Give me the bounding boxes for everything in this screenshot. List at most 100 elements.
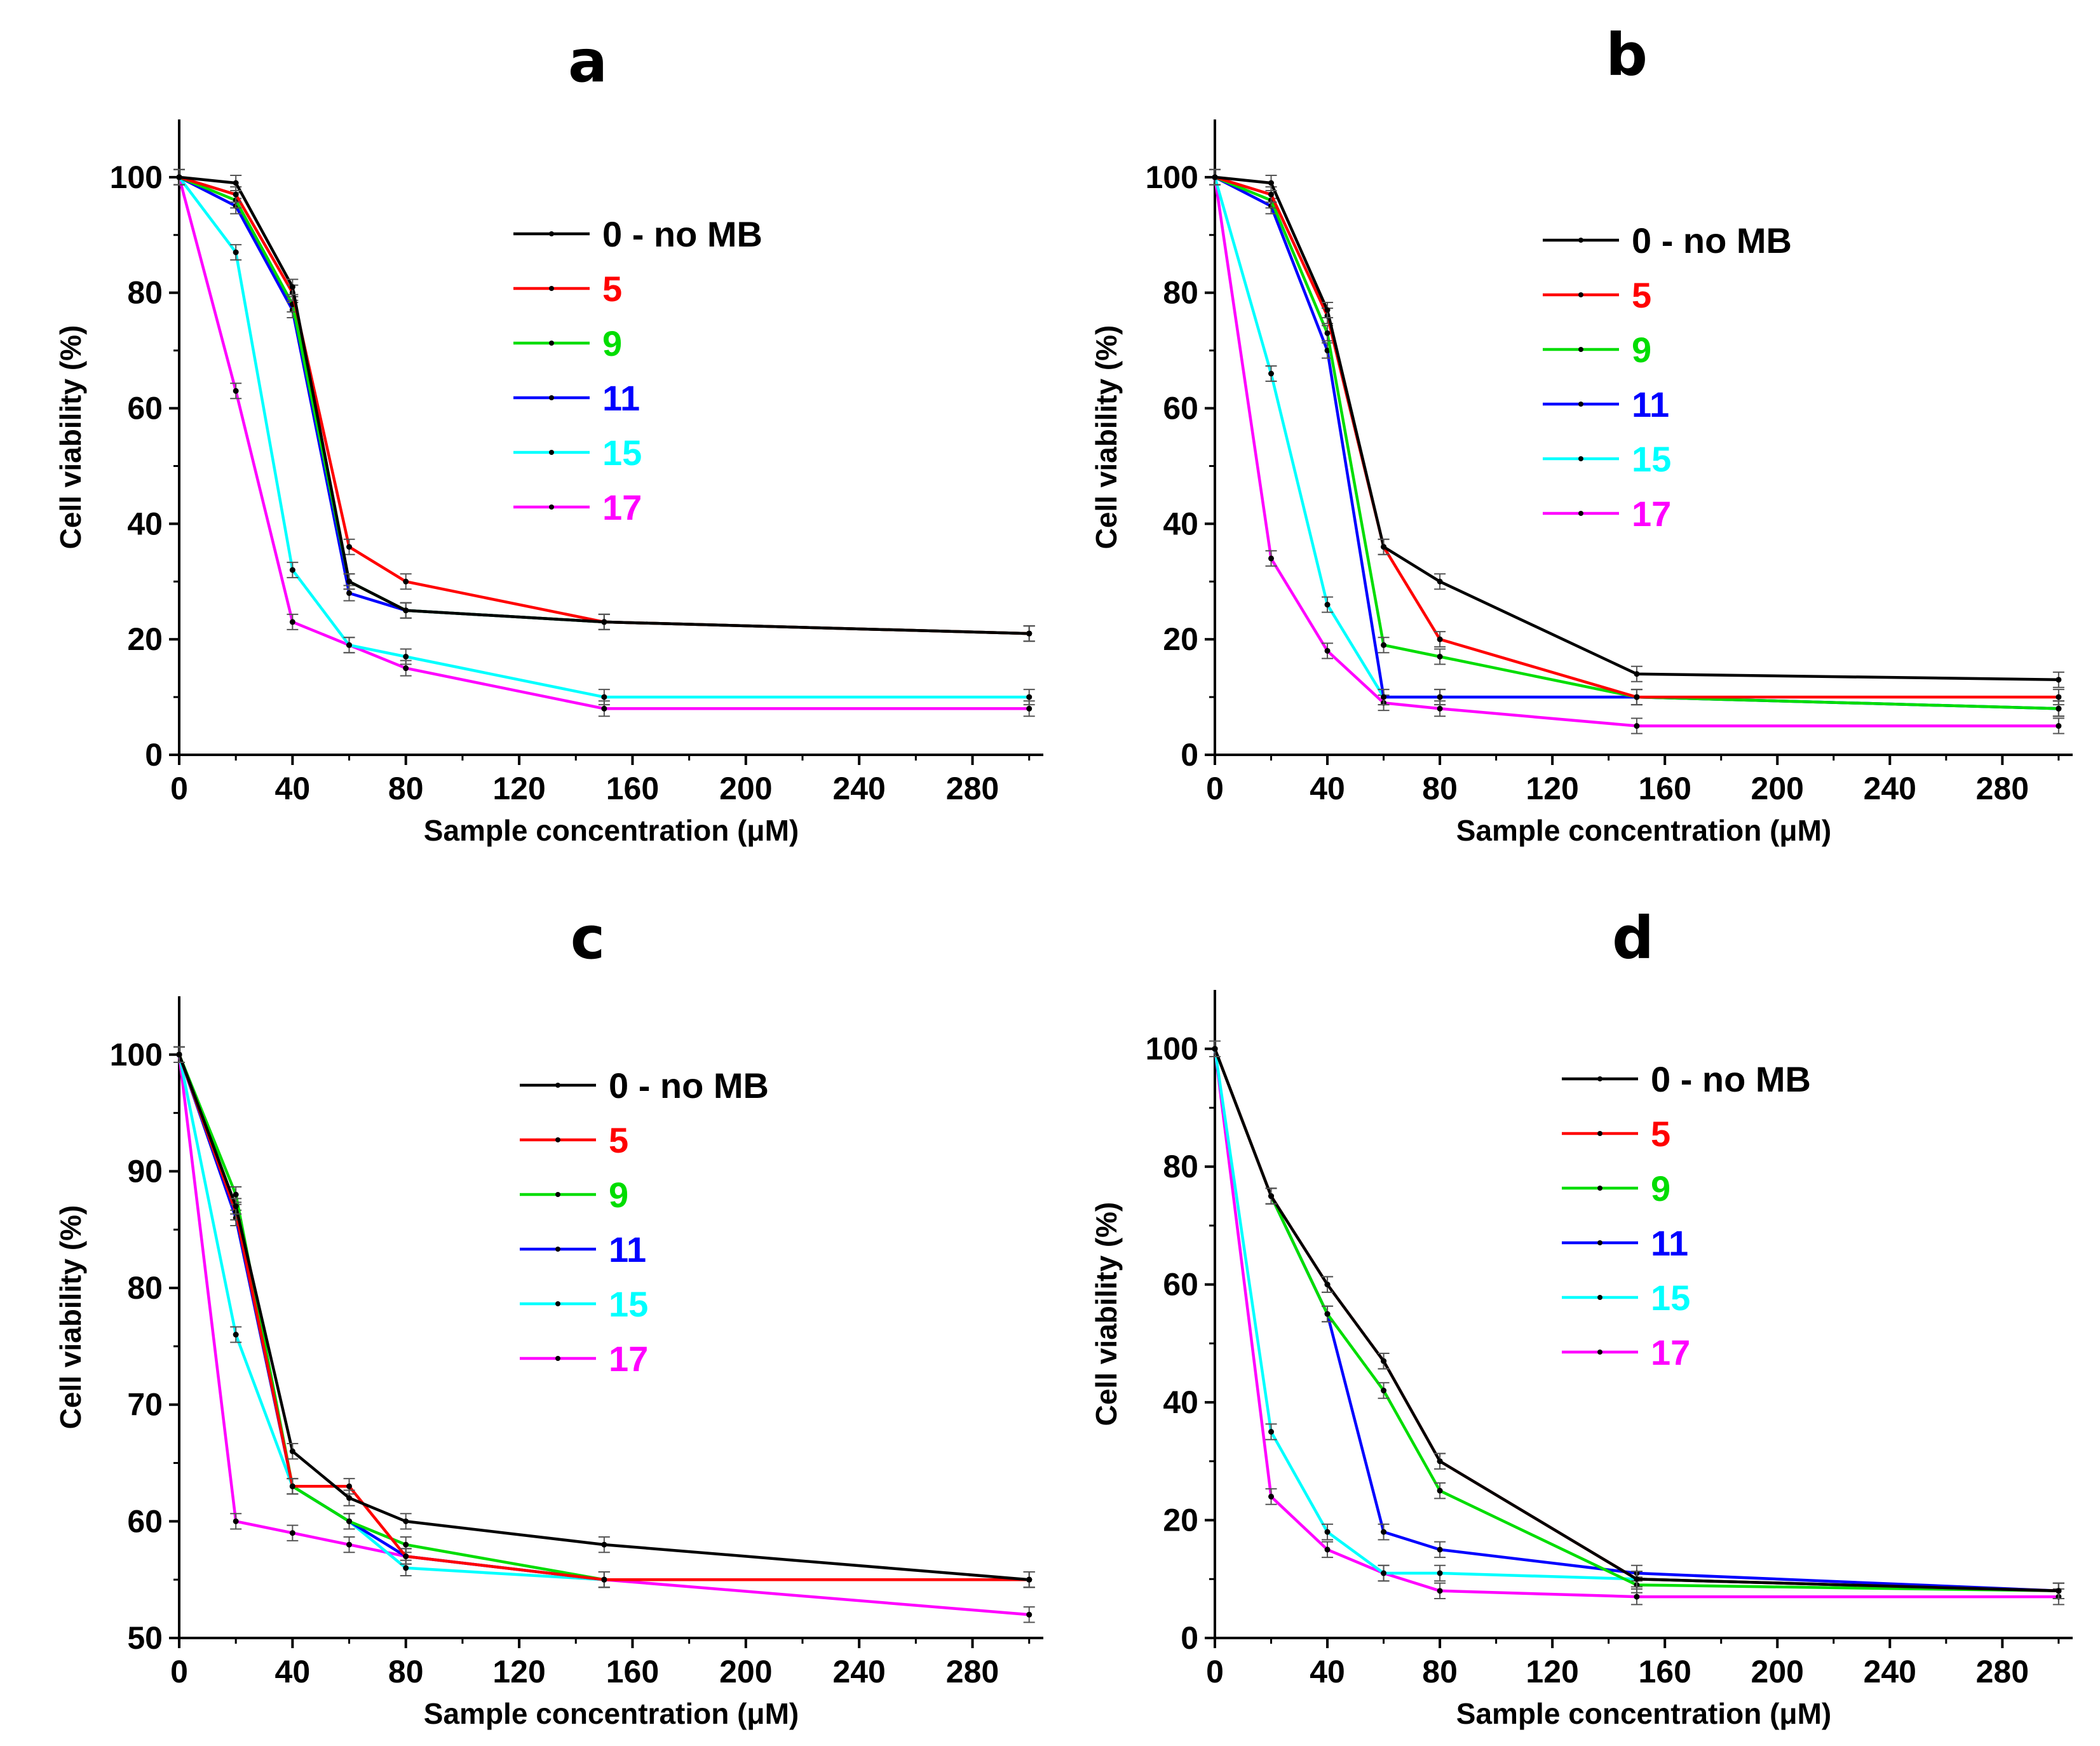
legend-marker <box>555 1356 560 1361</box>
legend-marker <box>1578 347 1583 352</box>
data-point <box>1026 1576 1033 1583</box>
data-point <box>1634 723 1640 729</box>
data-point <box>233 180 239 186</box>
data-point <box>601 1541 607 1548</box>
data-point <box>346 1495 353 1501</box>
data-point <box>1381 544 1387 550</box>
data-point <box>289 567 295 573</box>
data-point <box>1324 647 1331 654</box>
data-point <box>1324 330 1331 336</box>
data-point <box>601 1576 607 1583</box>
data-point <box>1268 1193 1275 1200</box>
legend-label: 5 <box>602 269 622 309</box>
x-tick-label: 160 <box>606 1654 659 1689</box>
data-point <box>1381 1529 1387 1535</box>
chart-panel-b: b 0 20 40 60 80 100 0 40 80 120 160 200 240 280 Sample … <box>1090 21 2073 847</box>
x-tick-label: 120 <box>1526 1654 1578 1689</box>
legend-marker <box>555 1137 560 1142</box>
data-point <box>2056 1588 2062 1594</box>
panel-title: c <box>571 904 606 972</box>
data-point <box>1437 1458 1443 1465</box>
data-point <box>1268 555 1275 562</box>
legend-label: 9 <box>609 1175 628 1215</box>
panel-title: b <box>1606 21 1648 89</box>
data-point <box>601 694 607 700</box>
legend-label: 9 <box>1632 330 1651 370</box>
data-point <box>403 1553 409 1559</box>
data-point <box>1268 1493 1275 1499</box>
y-tick-label: 80 <box>127 275 163 311</box>
y-tick-label: 50 <box>127 1620 163 1656</box>
x-tick-label: 200 <box>719 1654 772 1689</box>
series-5 <box>173 1046 1035 1588</box>
chart-panel-d: d 0 20 40 60 80 100 0 40 80 120 160 200 240 280 Sample … <box>1090 904 2073 1730</box>
y-tick-label: 60 <box>127 391 163 426</box>
data-point <box>1381 1358 1387 1364</box>
legend-label: 5 <box>1651 1114 1670 1154</box>
data-point <box>233 388 239 394</box>
legend-marker <box>549 286 554 291</box>
legend-label: 17 <box>1632 494 1671 534</box>
legend-label: 15 <box>1632 439 1671 479</box>
legend-marker <box>1578 402 1583 407</box>
legend-label: 9 <box>1651 1168 1670 1208</box>
series-5 <box>1209 1040 2064 1600</box>
data-point <box>289 619 295 625</box>
data-point <box>1437 636 1443 642</box>
data-point <box>1437 1546 1443 1553</box>
legend: 0 - no MB 5 9 11 15 17 <box>1543 220 1792 534</box>
x-tick-label: 280 <box>1976 1654 2029 1689</box>
x-tick-label: 120 <box>492 1654 545 1689</box>
x-tick-label: 160 <box>606 771 659 806</box>
x-tick-label: 240 <box>832 1654 885 1689</box>
y-axis-label: Cell viability (%) <box>1090 1202 1123 1426</box>
data-point <box>346 1518 353 1524</box>
x-tick-label: 160 <box>1638 1654 1691 1689</box>
series-15 <box>173 1046 1035 1588</box>
x-tick-label: 0 <box>170 1654 188 1689</box>
y-tick-label: 40 <box>1163 1384 1198 1420</box>
x-tick-label: 120 <box>492 771 545 806</box>
y-tick-label: 60 <box>1163 391 1198 426</box>
data-point <box>1268 1428 1275 1435</box>
data-point <box>601 705 607 712</box>
data-point <box>403 1518 409 1524</box>
data-point <box>1437 1487 1443 1494</box>
data-point <box>1212 1046 1218 1052</box>
x-tick-label: 40 <box>275 771 311 806</box>
data-point <box>346 1541 353 1548</box>
data-point <box>2056 705 2062 712</box>
data-point <box>233 1191 239 1198</box>
series-line <box>1213 1048 2059 1593</box>
y-tick-label: 20 <box>1163 1503 1198 1538</box>
chart-panel-c: c 50 60 70 80 90 100 0 40 80 120 160 200 240 280 Sample… <box>54 904 1043 1730</box>
data-point <box>1324 1282 1331 1288</box>
legend-label: 15 <box>609 1284 648 1324</box>
data-point <box>1437 705 1443 712</box>
series-17 <box>1209 1040 2064 1606</box>
data-point <box>1268 370 1275 377</box>
y-tick-label: 100 <box>110 159 163 195</box>
legend-marker <box>549 395 554 400</box>
y-tick-label: 0 <box>1181 737 1198 773</box>
data-point <box>601 619 607 625</box>
legend-marker <box>555 1192 560 1197</box>
data-point <box>1634 1576 1640 1582</box>
x-tick-label: 280 <box>1976 771 2029 806</box>
legend-label: 0 - no MB <box>602 214 762 254</box>
data-point <box>289 1530 295 1536</box>
data-point <box>233 249 239 255</box>
data-point <box>1324 1529 1331 1535</box>
legend-label: 11 <box>1651 1223 1688 1263</box>
series-line <box>177 1054 1029 1581</box>
legend-marker <box>1597 1240 1602 1245</box>
data-point <box>346 590 353 596</box>
y-tick-label: 40 <box>127 506 163 541</box>
legend-marker <box>1597 1076 1602 1081</box>
data-point <box>403 578 409 585</box>
data-point <box>1437 653 1443 660</box>
legend: 0 - no MB 5 9 11 15 17 <box>1562 1059 1811 1372</box>
data-point <box>1437 578 1443 585</box>
panel-title: d <box>1612 904 1654 972</box>
